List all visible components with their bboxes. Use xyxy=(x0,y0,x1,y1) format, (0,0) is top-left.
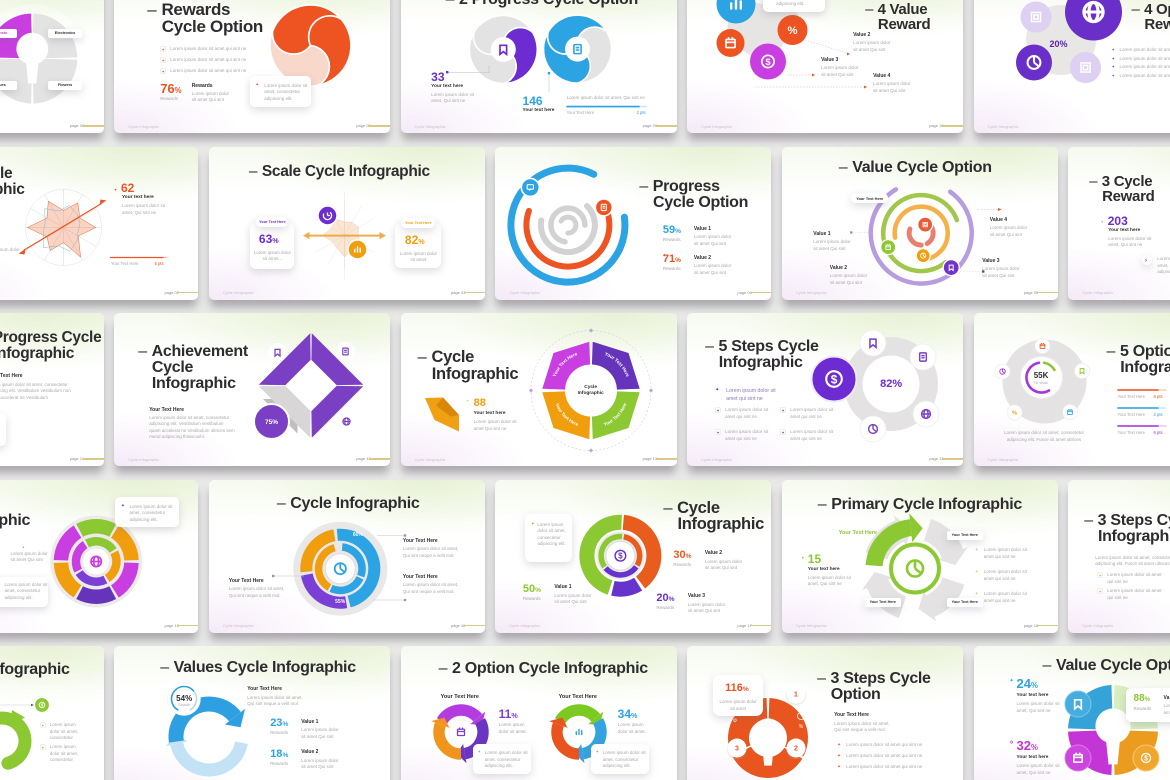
svg-text:%: % xyxy=(1012,410,1017,416)
svg-text:3: 3 xyxy=(735,746,739,753)
svg-text:75%: 75% xyxy=(265,419,278,426)
svg-text:%: % xyxy=(788,25,798,37)
svg-text:$: $ xyxy=(618,551,623,560)
svg-text:%: % xyxy=(799,724,804,730)
svg-text:2: 2 xyxy=(794,746,798,753)
svg-text:⚙: ⚙ xyxy=(733,718,738,724)
svg-text:$: $ xyxy=(1144,755,1148,762)
svg-text:1: 1 xyxy=(794,692,798,699)
svg-text:$: $ xyxy=(41,703,44,708)
svg-text:$: $ xyxy=(765,57,771,67)
svg-text:$: $ xyxy=(831,372,838,386)
